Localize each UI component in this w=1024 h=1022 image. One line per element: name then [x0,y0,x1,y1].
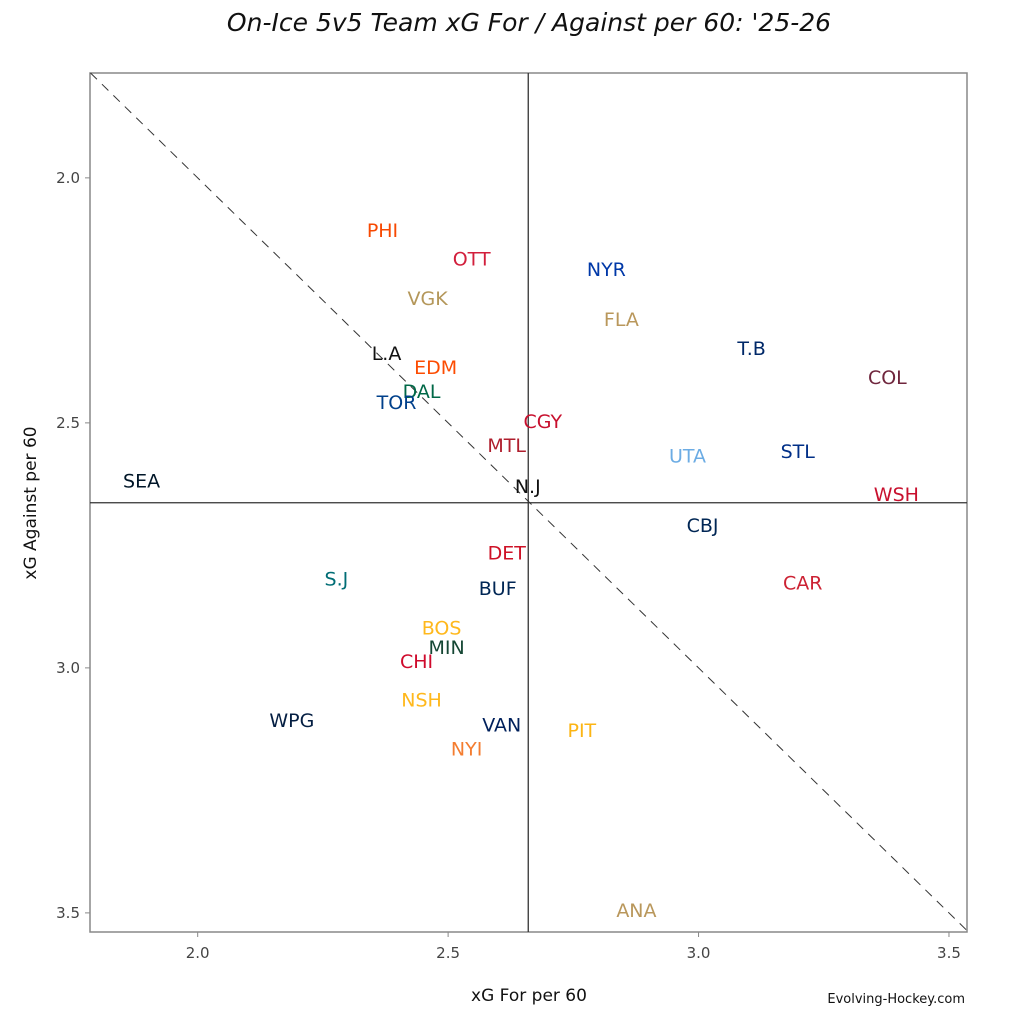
team-point-sj: S.J [325,569,349,591]
team-point-chi: CHI [400,651,433,673]
team-point-min: MIN [429,637,465,659]
team-point-fla: FLA [604,309,639,331]
team-point-edm: EDM [414,357,457,379]
x-tick-label: 3.0 [687,944,711,962]
team-point-pit: PIT [568,720,597,742]
y-tick-label: 3.0 [56,659,80,677]
team-point-nj: N.J [515,476,541,498]
x-axis-label: xG For per 60 [471,986,587,1006]
y-tick-label: 3.5 [56,904,80,922]
x-tick-label: 2.0 [186,944,210,962]
team-point-buf: BUF [479,578,517,600]
team-point-tor: TOR [376,392,417,414]
team-point-wpg: WPG [269,710,314,732]
y-axis-label: xG Against per 60 [21,426,41,579]
team-point-uta: UTA [669,446,706,468]
team-point-cgy: CGY [523,411,562,433]
team-point-stl: STL [781,441,816,463]
team-point-nyr: NYR [587,259,626,281]
team-point-ana: ANA [616,900,656,922]
team-point-cbj: CBJ [687,515,719,537]
team-point-bos: BOS [422,618,462,640]
team-point-col: COL [868,367,907,389]
team-point-van: VAN [482,715,521,737]
team-point-sea: SEA [123,471,160,493]
team-point-ott: OTT [453,249,491,271]
y-tick-label: 2.5 [56,414,80,432]
team-point-phi: PHI [367,220,398,242]
y-tick-label: 2.0 [56,169,80,187]
x-tick-label: 3.5 [937,944,961,962]
team-point-tb: T.B [736,338,765,360]
x-tick-label: 2.5 [436,944,460,962]
team-point-car: CAR [783,573,822,595]
team-point-mtl: MTL [487,435,526,457]
team-point-wsh: WSH [874,484,919,506]
team-point-nsh: NSH [401,690,442,712]
team-point-det: DET [488,543,527,565]
team-point-dal: DAL [403,381,441,403]
team-point-vgk: VGK [407,288,448,310]
team-point-la: L.A [372,343,402,365]
team-point-nyi: NYI [451,739,482,761]
credit-text: Evolving-Hockey.com [827,992,965,1007]
chart-title: On-Ice 5v5 Team xG For / Against per 60:… [227,8,831,37]
